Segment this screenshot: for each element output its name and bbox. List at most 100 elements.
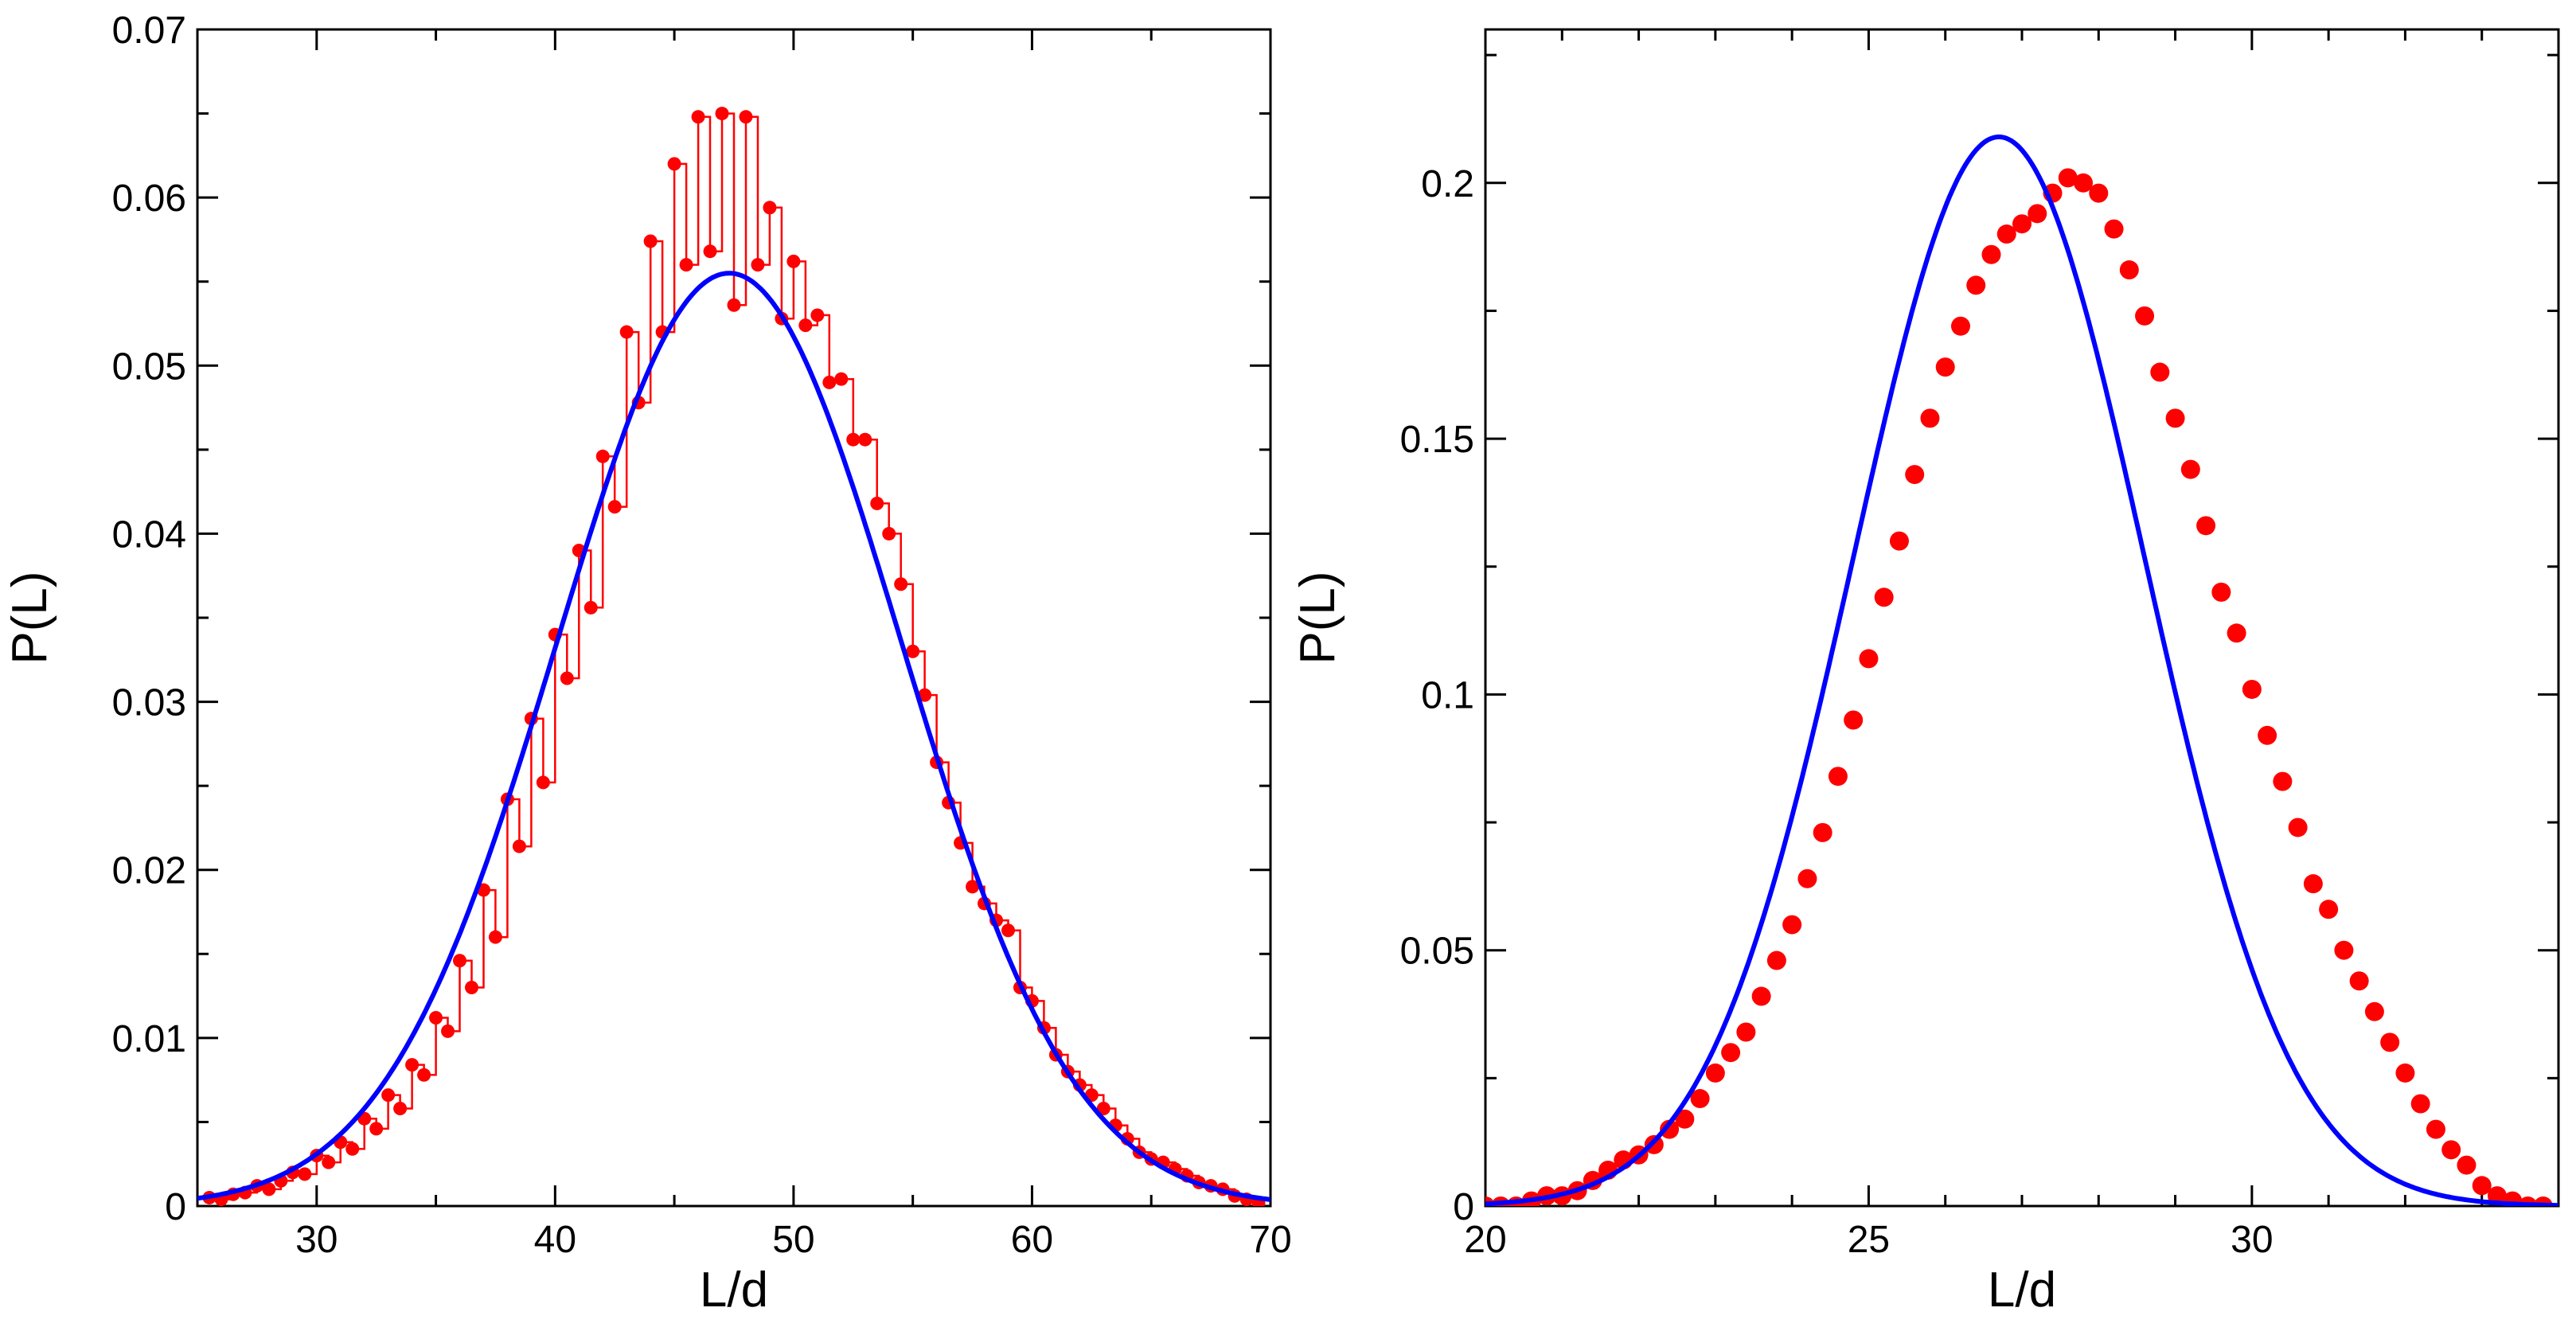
simulation-point [2319, 900, 2339, 919]
simulation-point [607, 500, 622, 514]
simulation-point [619, 325, 634, 339]
simulation-point [1813, 822, 1832, 842]
simulation-point [1675, 1109, 1695, 1129]
simulation-point [2227, 623, 2246, 643]
simulation-point [2364, 1001, 2384, 1021]
simulation-point [2273, 771, 2293, 791]
simulation-point [298, 1167, 312, 1181]
simulation-point [2074, 173, 2094, 193]
simulation-point [2457, 1155, 2476, 1175]
simulation-point [453, 954, 467, 968]
simulation-point [2150, 362, 2170, 382]
simulation-point [429, 1011, 443, 1025]
simulation-point [966, 880, 980, 894]
simulation-point [2441, 1140, 2461, 1160]
simulation-point [2012, 214, 2032, 234]
simulation-point [2165, 408, 2185, 428]
y-tick-label: 0.05 [1400, 931, 1474, 973]
simulation-point [798, 318, 813, 333]
simulation-point [1859, 649, 1879, 669]
simulation-point [595, 449, 610, 463]
y-tick-label: 0 [165, 1186, 186, 1228]
simulation-point [1096, 1102, 1110, 1116]
simulation-point [739, 110, 753, 124]
simulation-point [464, 981, 478, 995]
simulation-point [381, 1088, 396, 1103]
simulation-point [846, 432, 861, 447]
y-tick-label: 0.04 [112, 513, 186, 556]
simulation-point [1874, 587, 1894, 607]
simulation-point [1690, 1089, 1710, 1109]
simulation-point [810, 308, 825, 322]
y-axis-title: P(L) [2, 571, 57, 664]
simulation-point [2180, 459, 2200, 479]
simulation-point [2258, 725, 2277, 745]
simulation-point [2135, 306, 2155, 326]
x-tick-label: 40 [534, 1219, 576, 1261]
simulation-point [584, 600, 598, 615]
simulation-point [322, 1155, 336, 1169]
simulation-point [560, 671, 574, 685]
simulation-point [858, 432, 872, 447]
simulation-point [262, 1182, 276, 1196]
simulation-point [417, 1068, 431, 1082]
simulation-point [2426, 1119, 2445, 1139]
x-axis-title: L/d [700, 1263, 768, 1317]
simulation-point [703, 244, 717, 259]
simulation-point [2028, 204, 2047, 224]
fit-curve [1485, 135, 2558, 1206]
simulation-point [488, 930, 502, 944]
x-tick-label: 25 [1848, 1219, 1890, 1261]
x-tick-label: 70 [1249, 1219, 1291, 1261]
x-tick-label: 20 [1464, 1219, 1506, 1261]
simulation-point [2104, 219, 2124, 239]
simulation-point [643, 234, 658, 248]
simulation-point [345, 1142, 360, 1156]
simulation-point [2395, 1063, 2415, 1083]
simulation-point [667, 157, 681, 171]
simulation-point [2472, 1176, 2492, 1196]
plot-panel-left: 30 40 50 60 70 0 0.01 0.02 0.03 0.04 0.05 0.06 0.07 L… [2, 10, 1292, 1317]
simulation-point [2410, 1094, 2430, 1114]
data-layer [197, 107, 1270, 1206]
simulation-point [1935, 357, 1955, 377]
simulation-point [1766, 951, 1786, 970]
simulation-point [751, 258, 765, 272]
simulation-point [1981, 244, 2001, 264]
simulation-point [369, 1122, 384, 1136]
simulation-point [2058, 168, 2078, 188]
fit-curve [197, 271, 1270, 1202]
simulation-point [1920, 408, 1940, 428]
simulation-point [1950, 316, 1970, 336]
y-tick-label: 0.06 [112, 178, 186, 220]
simulation-point [441, 1024, 455, 1038]
x-axis-title: L/d [1988, 1263, 2056, 1317]
y-tick-label: 0.2 [1421, 163, 1474, 205]
simulation-point [882, 526, 896, 541]
y-tick-label: 0.01 [112, 1018, 186, 1060]
simulation-point [1705, 1063, 1725, 1083]
simulation-point [1736, 1022, 1756, 1042]
simulation-point [1751, 986, 1771, 1006]
y-tick-label: 0 [1453, 1186, 1474, 1228]
simulation-point [2303, 874, 2323, 894]
simulation-point [536, 775, 550, 790]
x-tick-label: 60 [1011, 1219, 1053, 1261]
y-axis-title: P(L) [1290, 571, 1345, 664]
simulation-point [1001, 923, 1015, 938]
simulation-point [894, 577, 908, 591]
simulation-point [906, 644, 920, 658]
simulation-point [2242, 679, 2262, 699]
simulation-point [2503, 1191, 2523, 1206]
x-tick-label: 30 [2231, 1219, 2273, 1261]
simulation-point [870, 496, 884, 510]
simulation-point [2089, 183, 2109, 203]
y-tick-label: 0.07 [112, 10, 186, 52]
simulation-point [512, 839, 526, 853]
simulation-point [822, 375, 837, 389]
y-tick-label: 0.15 [1400, 419, 1474, 461]
simulation-point [2288, 818, 2308, 837]
simulation-point [2211, 582, 2231, 602]
simulation-point [1996, 224, 2016, 244]
